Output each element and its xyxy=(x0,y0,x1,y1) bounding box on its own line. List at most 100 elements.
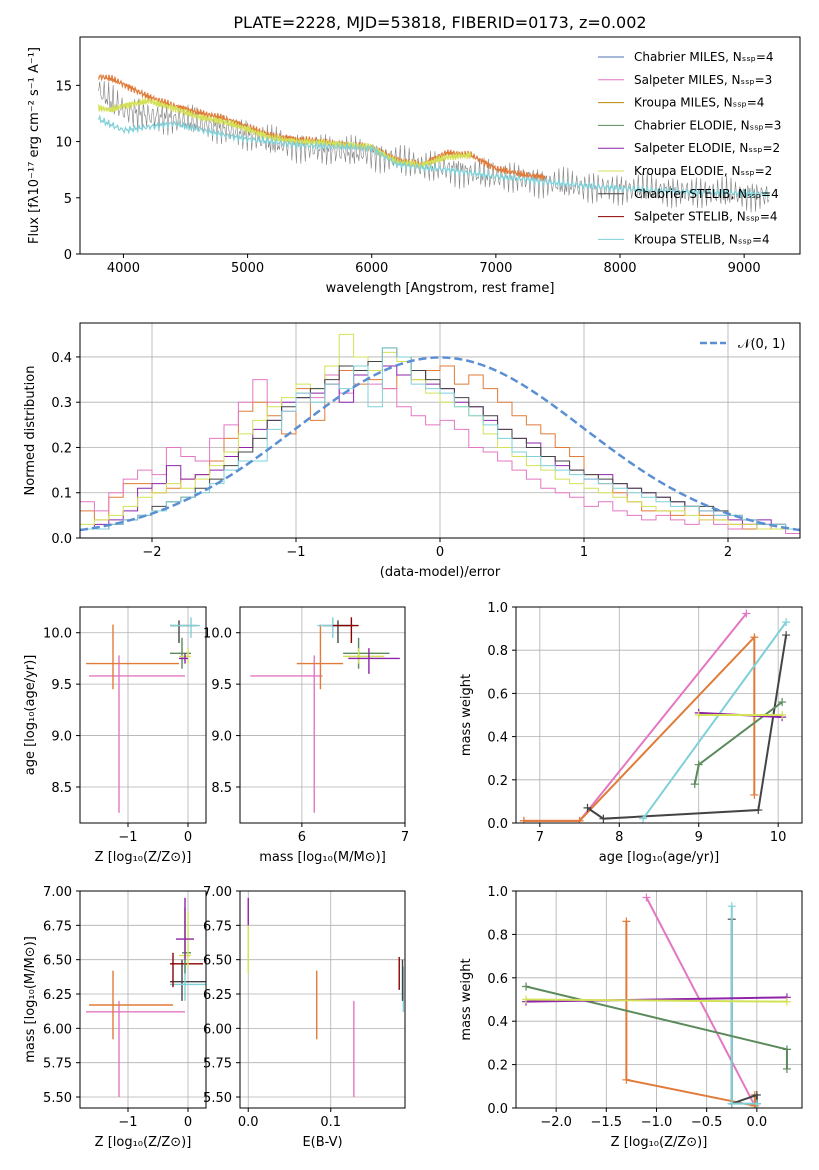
series-line xyxy=(730,919,758,1106)
y-tick-label: 5.75 xyxy=(203,1057,232,1072)
data-point xyxy=(583,803,592,812)
x-tick-label: 0.1 xyxy=(320,1115,341,1130)
data-point xyxy=(599,814,608,823)
y-tick-label: 0.4 xyxy=(51,351,72,366)
y-axis-label: mass weight xyxy=(459,674,474,756)
y-tick-label: 10.0 xyxy=(203,627,232,642)
chart-mass-vs-ebv: 0.0 0.1 5.50 5.75 6.00 6.25 6.50 6.75 7.00 E(B-V) xyxy=(203,885,406,1150)
y-tick-label: 0 xyxy=(64,248,72,263)
x-tick-label: 2 xyxy=(724,545,732,560)
x-axis-label: Z [log₁₀(Z/Z⊙)] xyxy=(95,850,192,865)
x-tick-label: 7 xyxy=(536,830,544,845)
data-point xyxy=(782,1064,791,1073)
plot-area xyxy=(522,893,791,1108)
axes-frame xyxy=(239,606,406,824)
y-tick-label: 6.25 xyxy=(43,988,72,1003)
series-model-cyan xyxy=(98,114,770,200)
series-line xyxy=(526,996,787,1003)
data-point xyxy=(752,1090,761,1099)
plot-area xyxy=(86,897,206,1098)
legend-label: Salpeter STELIB, Nₛₛₚ=4 xyxy=(634,210,778,224)
series-data xyxy=(98,81,770,213)
axes-frame xyxy=(79,606,207,824)
data-point xyxy=(575,816,584,823)
x-tick-label: 7 xyxy=(401,830,409,845)
y-tick-label: 5.50 xyxy=(43,1091,72,1106)
series-line xyxy=(586,634,788,820)
chart-age-vs-mass: 6 7 8.5 9.0 9.5 10.0 mass [log₁₀(M/M⊙)] xyxy=(203,606,409,865)
legend-label: Kroupa MILES, Nₛₛₚ=4 xyxy=(634,96,764,110)
plot-area xyxy=(519,609,791,823)
axes-frame xyxy=(239,890,406,1109)
x-tick-label: 4000 xyxy=(107,261,140,276)
y-tick-label: 7.00 xyxy=(43,885,72,900)
x-tick-label: 7000 xyxy=(479,261,512,276)
data-point xyxy=(694,760,703,769)
x-tick-label: 1 xyxy=(580,545,588,560)
gaussian-curve xyxy=(80,356,800,532)
y-tick-label: 10.0 xyxy=(43,627,72,642)
x-tick-label: −2 xyxy=(142,545,161,560)
series-line xyxy=(642,621,787,820)
y-tick-label: 0.0 xyxy=(51,532,72,547)
x-tick-label: 9 xyxy=(695,830,703,845)
legend-label: Salpeter MILES, Nₛₛₚ=3 xyxy=(634,73,772,87)
panels: Chabrier MILES, Nₛₛₚ=4 Salpeter MILES, Nₛ… xyxy=(23,36,803,1150)
y-tick-label: 9.0 xyxy=(51,730,72,745)
axes-frame xyxy=(515,890,803,1109)
y-tick-label: 9.5 xyxy=(51,678,72,693)
x-tick-label: −0.5 xyxy=(691,1115,723,1130)
y-tick-label: 0.8 xyxy=(487,928,508,943)
x-tick-label: 0 xyxy=(184,1115,192,1130)
series-line xyxy=(526,998,787,1003)
series-line xyxy=(625,921,756,1108)
series-line xyxy=(523,634,756,822)
y-axis-label: age [log₁₀(age/yr)] xyxy=(23,655,38,776)
chart-residual-hist: 𝒩(0, 1) −2 −1 0 1 2 0.0 0.1 0.2 0.3 0.4 (data-model… xyxy=(23,322,801,580)
y-tick-label: 6.50 xyxy=(203,954,232,969)
y-tick-label: 0.2 xyxy=(487,1059,508,1074)
y-tick-label: 0.8 xyxy=(487,644,508,659)
y-tick-label: 0.6 xyxy=(487,972,508,987)
data-point xyxy=(690,780,699,789)
y-tick-label: 1.0 xyxy=(487,885,508,900)
y-tick-label: 0.2 xyxy=(51,441,72,456)
data-point xyxy=(622,917,631,926)
legend-label: Chabrier STELIB, Nₛₛₚ=4 xyxy=(634,187,779,201)
y-tick-label: 0.4 xyxy=(487,731,508,746)
y-axis-label: mass weight xyxy=(459,958,474,1040)
data-point xyxy=(727,902,736,911)
legend-label: Salpeter ELODIE, Nₛₛₚ=2 xyxy=(634,141,780,155)
series-hist-cyan xyxy=(80,347,800,538)
data-point xyxy=(750,790,759,799)
x-axis-label: Z [log₁₀(Z/Z⊙)] xyxy=(95,1135,192,1150)
data-point xyxy=(727,1099,736,1108)
legend-label: 𝒩(0, 1) xyxy=(738,337,785,352)
data-point xyxy=(778,698,787,707)
axes-frame xyxy=(79,890,207,1109)
y-tick-label: 1.0 xyxy=(487,601,508,616)
x-tick-label: 0.0 xyxy=(238,1115,259,1130)
data-point xyxy=(754,806,763,815)
data-point xyxy=(522,982,531,991)
plot-area xyxy=(98,73,770,213)
x-tick-label: 0.0 xyxy=(746,1115,767,1130)
x-tick-label: −1 xyxy=(286,545,305,560)
axes-frame xyxy=(515,606,803,824)
series-model-orange xyxy=(98,73,546,181)
data-point xyxy=(782,1045,791,1054)
x-tick-label: 10 xyxy=(770,830,787,845)
chart-spectrum: Chabrier MILES, Nₛₛₚ=4 Salpeter MILES, Nₛ… xyxy=(27,36,801,296)
data-point xyxy=(742,609,751,618)
y-tick-label: 10 xyxy=(55,136,72,151)
data-point xyxy=(519,816,528,823)
plot-area xyxy=(80,333,800,538)
plot-area xyxy=(247,897,405,1098)
data-point xyxy=(694,711,703,719)
legend-label: Kroupa ELODIE, Nₛₛₚ=2 xyxy=(634,164,772,178)
plot-area xyxy=(250,617,400,813)
plot-area xyxy=(86,617,200,813)
series-hist-gray xyxy=(80,347,800,538)
x-tick-label: −1 xyxy=(118,1115,137,1130)
